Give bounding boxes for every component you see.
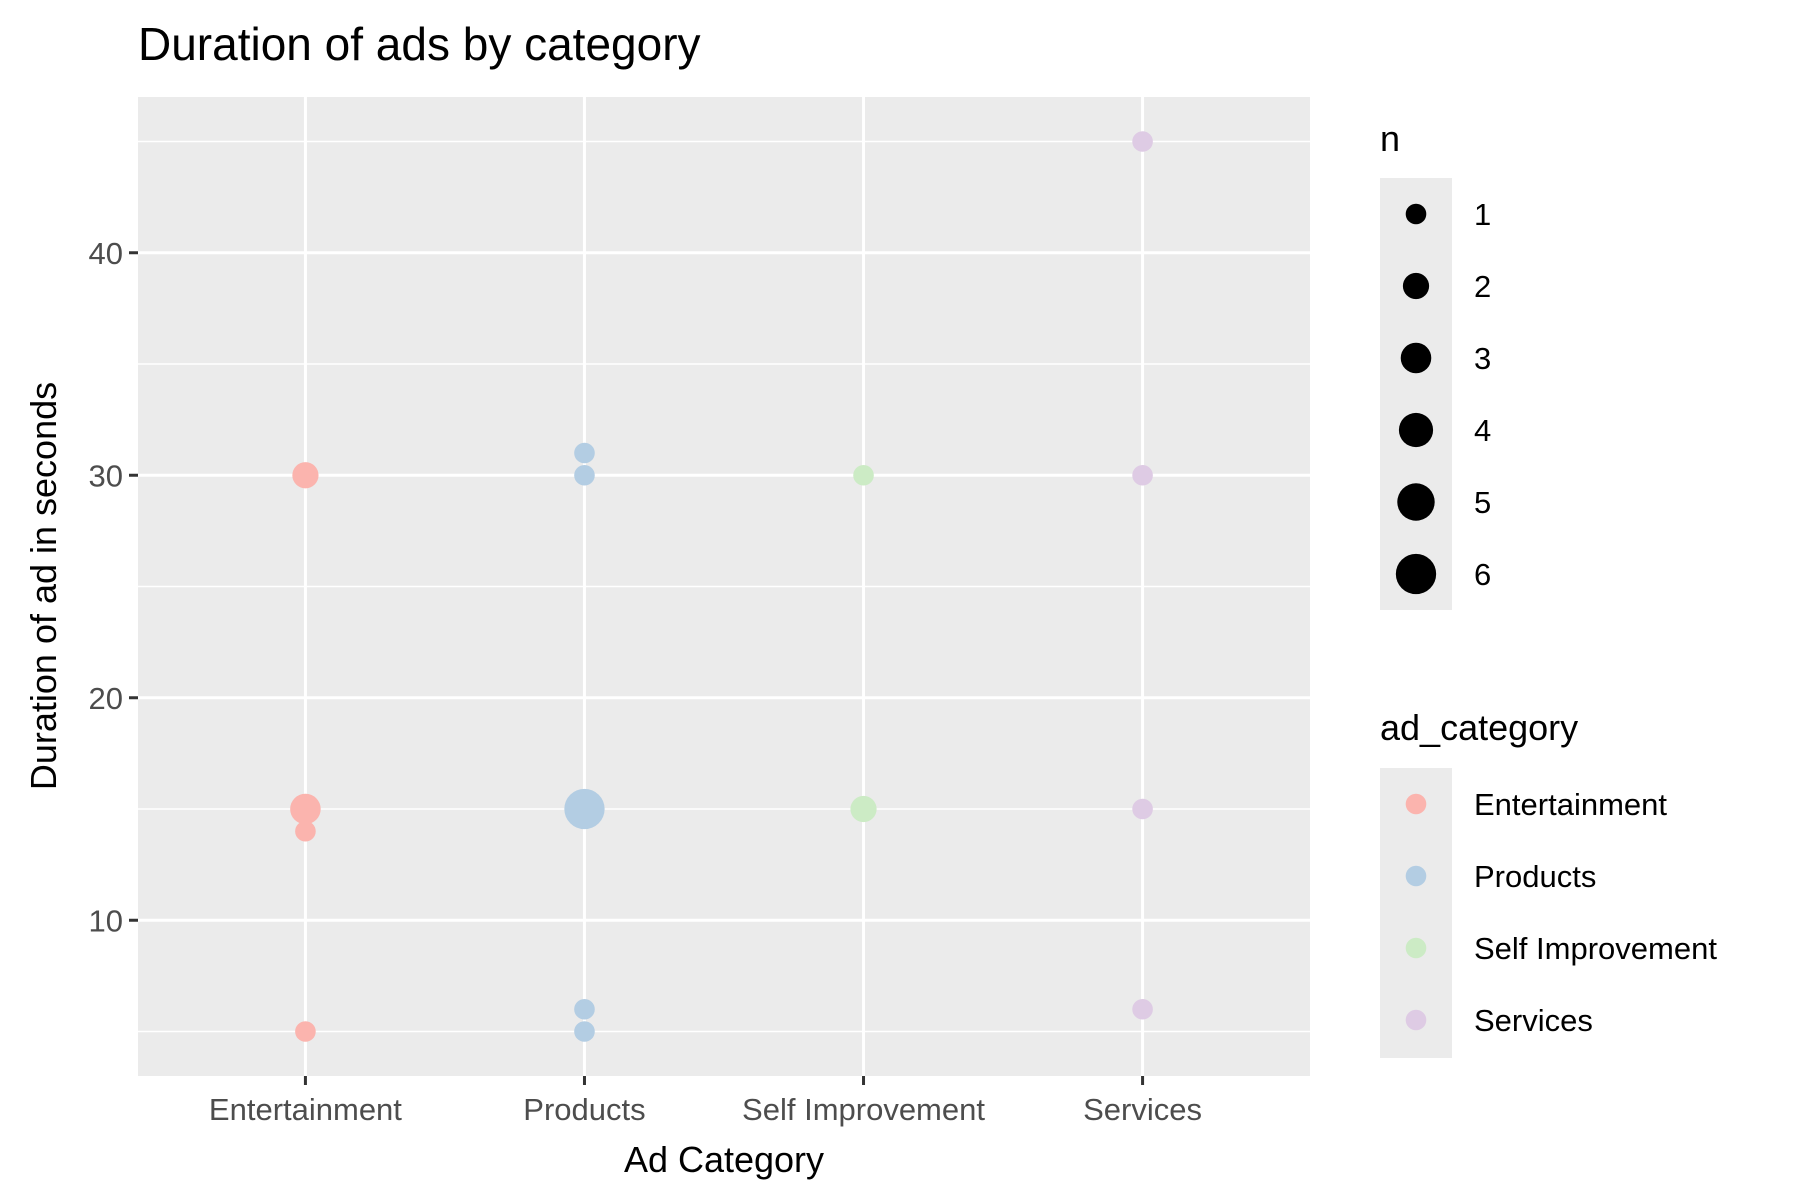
y-axis: 10 20 30 40 <box>89 236 138 938</box>
legend-size-key <box>1405 203 1427 225</box>
x-tick-label: Services <box>1083 1092 1202 1127</box>
legend-size: n 1 2 3 4 5 6 <box>1380 118 1491 610</box>
data-point <box>290 793 321 825</box>
data-point <box>1132 464 1153 486</box>
legend-size-key <box>1398 412 1434 448</box>
legend-color-key-background <box>1380 768 1452 1058</box>
x-tick-label: Self Improvement <box>742 1092 985 1127</box>
legend-size-label: 1 <box>1474 197 1491 232</box>
legend-size-label: 2 <box>1474 269 1491 304</box>
data-point <box>292 462 319 489</box>
data-point <box>1132 798 1153 820</box>
data-point <box>1132 998 1153 1020</box>
data-point <box>574 998 595 1020</box>
data-point <box>574 1021 595 1042</box>
x-tick-label: Entertainment <box>209 1092 402 1127</box>
legend-color-title: ad_category <box>1380 707 1578 748</box>
data-point <box>853 464 874 486</box>
x-axis-title: Ad Category <box>624 1139 824 1180</box>
legend-size-key <box>1397 483 1435 521</box>
chart-title: Duration of ads by category <box>138 18 701 70</box>
legend-size-key <box>1400 342 1432 374</box>
legend-size-label: 6 <box>1474 557 1491 592</box>
data-point <box>574 442 595 464</box>
data-point <box>295 1021 316 1042</box>
x-axis: Entertainment Products Self Improvement Ser… <box>209 1076 1202 1127</box>
data-point <box>850 795 877 823</box>
y-tick-label: 20 <box>89 681 123 716</box>
data-point <box>1132 131 1153 152</box>
x-tick-label: Products <box>523 1092 645 1127</box>
legend-size-label: 4 <box>1474 413 1491 448</box>
legend-color-label: Self Improvement <box>1474 931 1717 966</box>
legend-color-key <box>1405 865 1427 887</box>
legend-size-label: 3 <box>1474 341 1491 376</box>
data-point <box>564 788 605 830</box>
data-points <box>290 131 1153 1042</box>
y-tick-label: 30 <box>89 458 123 493</box>
legend-color-key <box>1405 937 1427 959</box>
data-point <box>295 820 316 842</box>
legend-color-label: Services <box>1474 1003 1593 1038</box>
legend-color-key <box>1405 1009 1427 1031</box>
y-tick-label: 40 <box>89 236 123 271</box>
legend-size-key-background <box>1380 178 1452 610</box>
legend-size-key <box>1402 272 1430 300</box>
minor-gridlines <box>138 140 1310 1033</box>
legend-size-title: n <box>1380 118 1400 159</box>
y-axis-title: Duration of ad in seconds <box>23 382 64 790</box>
legend-color-key <box>1405 793 1427 815</box>
legend-size-label: 5 <box>1474 485 1491 520</box>
legend-size-key <box>1395 553 1437 595</box>
legend-color-label: Products <box>1474 859 1596 894</box>
legend-color-label: Entertainment <box>1474 787 1667 822</box>
legend-color: ad_category Entertainment Products Self Im… <box>1380 707 1717 1058</box>
data-point <box>574 464 595 486</box>
y-tick-label: 10 <box>89 903 123 938</box>
major-gridlines <box>138 97 1310 1076</box>
